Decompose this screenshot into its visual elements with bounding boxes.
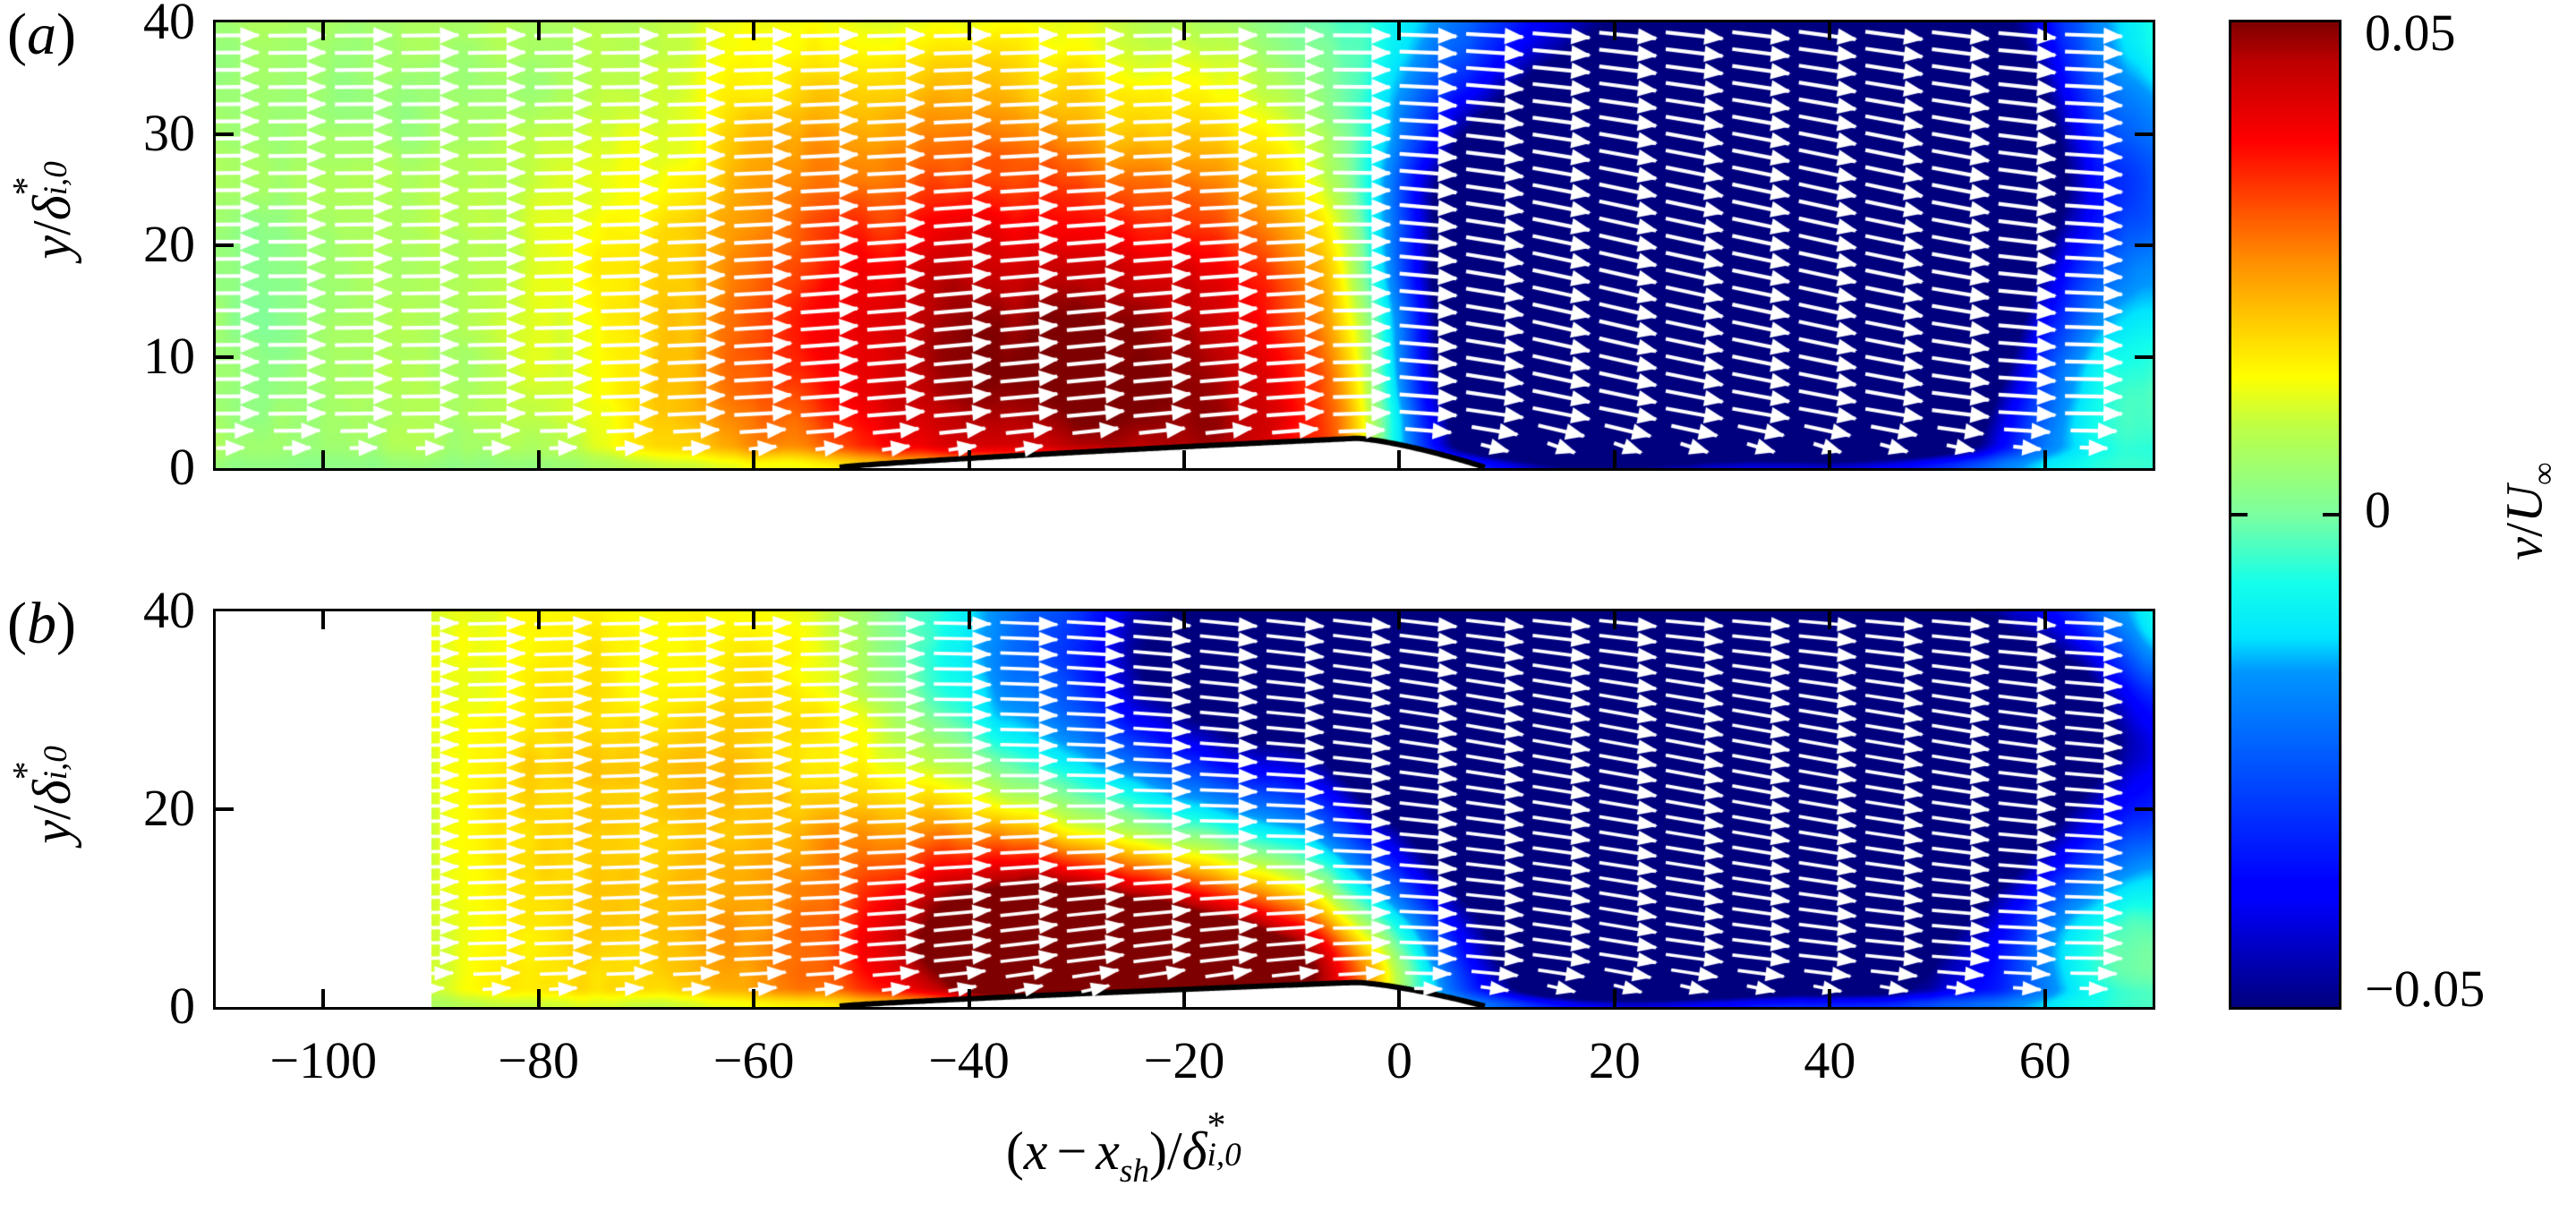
x-tick-mark bbox=[536, 611, 541, 629]
x-tick-label: 60 bbox=[2018, 1031, 2071, 1089]
x-tick-mark bbox=[321, 611, 326, 629]
y-tick-mark bbox=[2135, 354, 2153, 359]
x-tick-mark bbox=[321, 450, 326, 468]
colorbar-tick-label: 0.05 bbox=[2365, 4, 2456, 62]
x-tick-mark bbox=[536, 22, 541, 40]
x-tick-mark bbox=[1828, 611, 1832, 629]
x-tick-label: −80 bbox=[498, 1031, 580, 1089]
x-tick-mark bbox=[1612, 989, 1616, 1007]
x-tick-mark bbox=[1612, 22, 1616, 40]
colorbar bbox=[2229, 20, 2341, 1010]
y-tick-label: 10 bbox=[143, 326, 195, 385]
x-tick-label: −100 bbox=[269, 1031, 378, 1089]
x-tick-mark bbox=[967, 450, 971, 468]
x-tick-mark bbox=[1182, 22, 1186, 40]
panel-a-letter: (a) bbox=[7, 2, 76, 67]
x-tick-mark bbox=[1182, 450, 1186, 468]
panel-b-field bbox=[216, 611, 2153, 1007]
x-tick-label: 40 bbox=[1804, 1031, 1856, 1089]
x-tick-mark bbox=[536, 450, 541, 468]
y-tick-label: 20 bbox=[143, 215, 195, 273]
x-tick-mark bbox=[2043, 611, 2047, 629]
x-tick-label: −60 bbox=[712, 1031, 795, 1089]
y-tick-mark bbox=[2135, 132, 2153, 136]
x-tick-mark bbox=[752, 989, 756, 1007]
panel-a-field bbox=[216, 22, 2153, 468]
x-tick-mark bbox=[1397, 989, 1402, 1007]
x-tick-mark bbox=[1612, 450, 1616, 468]
x-tick-mark bbox=[1397, 450, 1402, 468]
y-tick-label: 30 bbox=[143, 103, 195, 162]
y-tick-mark bbox=[216, 807, 234, 811]
x-tick-label: 0 bbox=[1386, 1031, 1412, 1089]
x-axis-title: (x − xsh)/δ * i,0 bbox=[1005, 1105, 1241, 1191]
panel-b-y-axis-title: y/δ * i,0 bbox=[5, 746, 81, 844]
x-tick-mark bbox=[1397, 22, 1402, 40]
x-tick-mark bbox=[2043, 450, 2047, 468]
y-tick-mark bbox=[216, 354, 234, 359]
x-tick-mark bbox=[1182, 989, 1186, 1007]
panel-b-plot bbox=[213, 609, 2155, 1010]
colorbar-title: v/U∞ bbox=[2495, 462, 2562, 560]
x-tick-mark bbox=[2043, 22, 2047, 40]
x-tick-mark bbox=[1828, 22, 1832, 40]
x-tick-mark bbox=[752, 22, 756, 40]
y-tick-label: 40 bbox=[143, 581, 195, 639]
x-tick-mark bbox=[536, 989, 541, 1007]
y-tick-label: 0 bbox=[169, 977, 195, 1035]
colorbar-tick-label: 0 bbox=[2365, 481, 2391, 539]
x-tick-label: −20 bbox=[1143, 1031, 1225, 1089]
panel-b-letter: (b) bbox=[7, 591, 76, 656]
colorbar-tick-mark bbox=[2231, 513, 2248, 516]
y-tick-label: 0 bbox=[169, 438, 195, 496]
x-tick-mark bbox=[2043, 989, 2047, 1007]
x-tick-mark bbox=[1397, 611, 1402, 629]
x-tick-mark bbox=[752, 450, 756, 468]
y-tick-label: 20 bbox=[143, 779, 195, 837]
x-tick-label: 20 bbox=[1588, 1031, 1641, 1089]
colorbar-tick-mark bbox=[2323, 513, 2339, 516]
y-tick-mark bbox=[216, 243, 234, 247]
colorbar-tick-label: −0.05 bbox=[2365, 960, 2486, 1018]
y-tick-label: 40 bbox=[143, 0, 195, 50]
x-tick-mark bbox=[1182, 611, 1186, 629]
x-tick-mark bbox=[1828, 450, 1832, 468]
y-tick-mark bbox=[2135, 243, 2153, 247]
panel-a-plot bbox=[213, 20, 2155, 471]
x-tick-mark bbox=[967, 989, 971, 1007]
y-tick-mark bbox=[216, 132, 234, 136]
x-tick-mark bbox=[967, 611, 971, 629]
x-tick-mark bbox=[321, 989, 326, 1007]
panel-a-y-axis-title: y/δ * i,0 bbox=[5, 160, 81, 260]
y-tick-mark bbox=[2135, 807, 2153, 811]
x-tick-mark bbox=[967, 22, 971, 40]
x-tick-mark bbox=[752, 611, 756, 629]
x-tick-mark bbox=[321, 22, 326, 40]
x-tick-mark bbox=[1828, 989, 1832, 1007]
colorbar-gradient bbox=[2231, 22, 2339, 1007]
x-tick-label: −40 bbox=[928, 1031, 1010, 1089]
x-tick-mark bbox=[1612, 611, 1616, 629]
